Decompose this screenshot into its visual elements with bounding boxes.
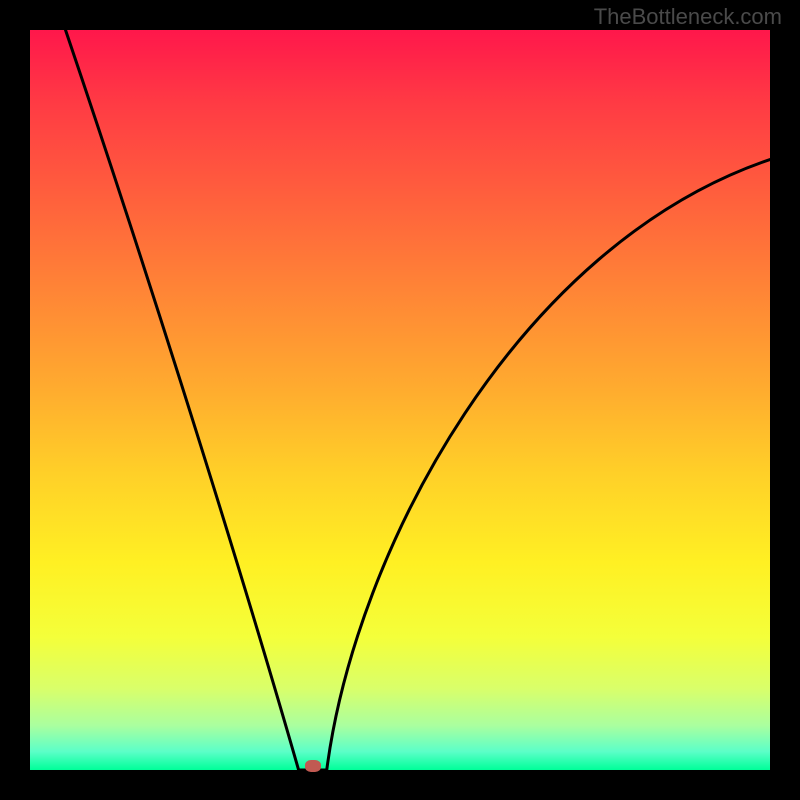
plot-area — [30, 30, 770, 770]
chart-frame — [0, 0, 800, 800]
watermark-text: TheBottleneck.com — [594, 4, 782, 30]
gradient-background — [30, 30, 770, 770]
